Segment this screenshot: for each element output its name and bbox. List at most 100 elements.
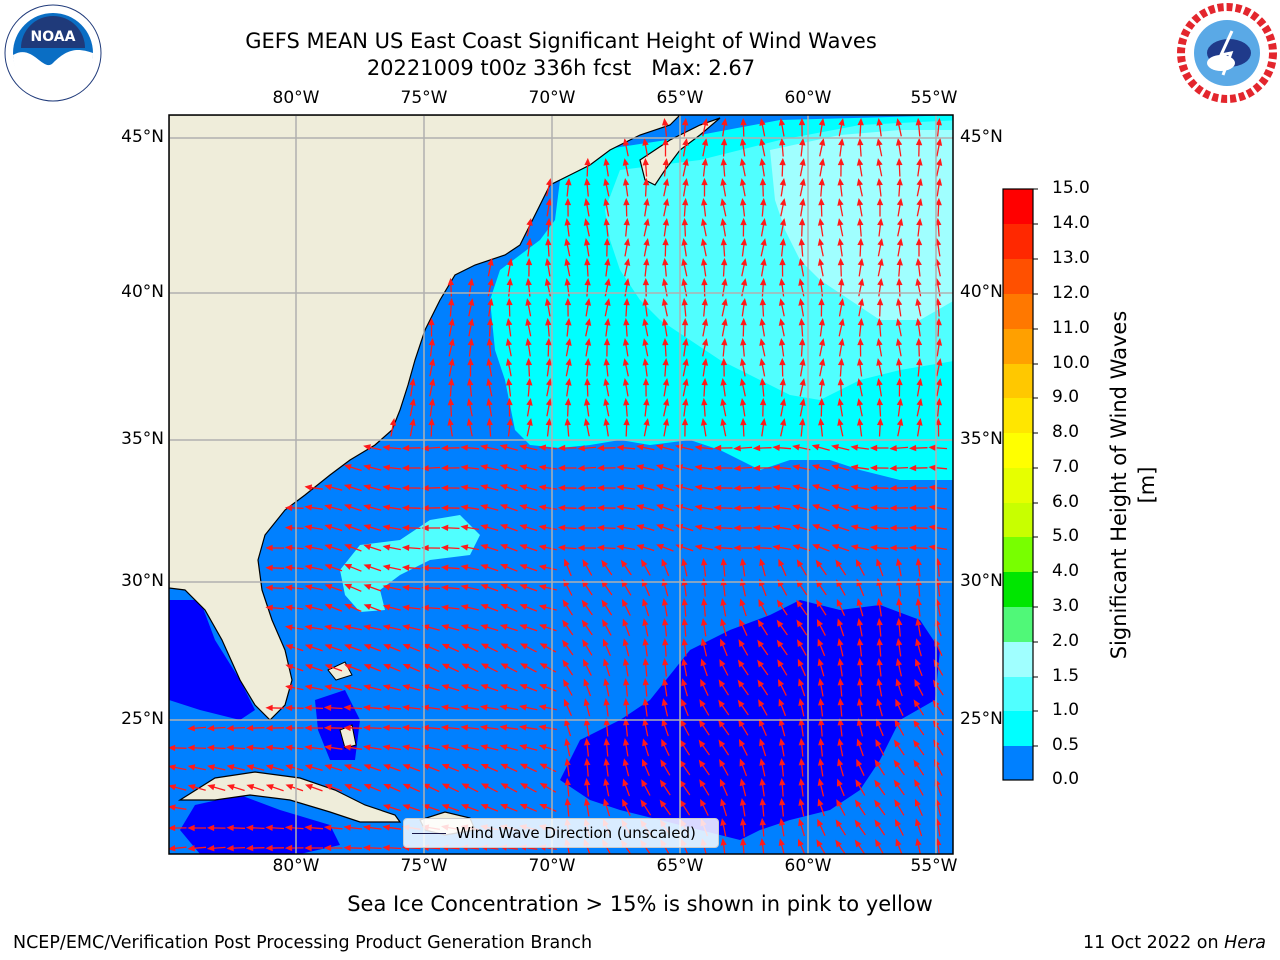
wave-direction-arrow [603, 157, 610, 177]
wave-direction-arrow [564, 558, 572, 577]
wave-direction-arrow [915, 258, 922, 277]
wave-direction-arrow [441, 624, 460, 631]
colorbar-bin [1003, 537, 1033, 573]
colorbar-bin [1003, 607, 1033, 643]
wave-direction-arrow [448, 318, 455, 337]
wave-direction-arrow [401, 584, 421, 591]
wave-direction-arrow [817, 778, 825, 797]
colorbar-tick-label: 0.5 [1052, 735, 1080, 755]
wave-direction-arrow [643, 237, 650, 257]
wave-direction-arrow [480, 643, 498, 653]
wave-direction-arrow [324, 604, 343, 612]
wave-direction-arrow [835, 819, 847, 836]
wave-direction-arrow [401, 444, 421, 452]
wave-direction-arrow [713, 544, 733, 551]
wave-direction-arrow [441, 684, 460, 692]
wave-direction-arrow [526, 398, 533, 417]
wave-direction-arrow [779, 377, 786, 397]
wave-direction-arrow [857, 317, 865, 337]
wave-direction-arrow [659, 779, 671, 796]
wave-direction-arrow [584, 337, 592, 357]
wave-direction-arrow [895, 678, 903, 697]
wave-direction-arrow [759, 778, 766, 797]
wave-direction-arrow [935, 557, 942, 577]
wave-direction-arrow [486, 398, 493, 417]
wave-direction-arrow [402, 663, 421, 672]
wave-direction-arrow [760, 217, 767, 237]
wave-direction-arrow [739, 138, 747, 157]
wave-direction-arrow [564, 238, 571, 257]
lat-tick-right: 35°N [960, 429, 1003, 449]
wave-direction-arrow [304, 484, 323, 491]
wave-direction-arrow [737, 679, 749, 696]
wave-direction-arrow [583, 777, 591, 797]
wave-direction-arrow [896, 157, 903, 177]
wave-direction-arrow [681, 297, 688, 317]
wave-direction-arrow [460, 704, 479, 711]
wave-direction-arrow [837, 658, 844, 677]
wave-direction-arrow [557, 484, 577, 492]
wave-direction-arrow [655, 504, 674, 512]
wave-direction-arrow [739, 758, 748, 777]
wave-direction-arrow [908, 544, 928, 552]
wave-direction-arrow [583, 737, 591, 757]
wave-direction-arrow [506, 397, 513, 417]
wave-direction-arrow [304, 684, 323, 691]
wave-direction-arrow [856, 158, 864, 177]
wave-direction-arrow [739, 778, 747, 797]
wave-direction-arrow [799, 417, 806, 437]
wave-direction-arrow [421, 584, 441, 592]
wave-direction-arrow [875, 739, 885, 756]
wave-direction-arrow [857, 137, 864, 157]
wave-direction-arrow [661, 677, 669, 697]
wave-direction-arrow [265, 824, 285, 832]
wave-direction-arrow [519, 604, 538, 612]
wave-direction-arrow [284, 524, 304, 532]
lon-tick-top: 70°W [528, 88, 576, 108]
colorbar [1003, 188, 1038, 781]
wave-direction-arrow [701, 177, 708, 197]
colorbar-bin [1003, 224, 1033, 260]
wave-direction-arrow [402, 783, 421, 793]
wave-direction-arrow [876, 138, 883, 157]
wave-direction-arrow [603, 398, 610, 417]
wave-direction-arrow [601, 559, 613, 576]
wave-direction-arrow [776, 639, 788, 656]
wave-direction-arrow [447, 397, 455, 417]
wave-direction-arrow [499, 684, 518, 692]
wave-direction-arrow [616, 544, 636, 551]
wave-direction-arrow [402, 763, 421, 772]
wave-direction-arrow [622, 138, 630, 157]
wave-direction-arrow [778, 318, 786, 337]
wave-direction-arrow [460, 444, 480, 451]
wave-direction-arrow [935, 358, 943, 377]
wave-direction-arrow [402, 704, 421, 711]
wave-direction-arrow [895, 137, 903, 157]
wave-direction-arrow [837, 198, 844, 217]
wave-direction-arrow [285, 664, 304, 672]
wave-direction-arrow [564, 258, 571, 277]
wave-direction-arrow [759, 158, 766, 177]
colorbar-tick-label: 12.0 [1052, 283, 1090, 303]
wave-direction-arrow [662, 198, 670, 217]
wave-direction-arrow [226, 724, 246, 732]
wave-direction-arrow [856, 357, 864, 377]
footer-machine: Hera [1224, 933, 1266, 953]
wave-direction-arrow [915, 598, 922, 617]
colorbar-tick-label: 8.0 [1052, 422, 1080, 442]
wave-direction-arrow [854, 839, 866, 854]
wave-direction-arrow [603, 717, 610, 737]
wave-direction-arrow [908, 504, 928, 512]
colorbar-tick-label: 2.0 [1052, 631, 1080, 651]
wave-direction-arrow [857, 298, 865, 317]
wave-direction-arrow [759, 317, 766, 337]
wave-direction-arrow [889, 544, 909, 552]
wave-direction-arrow [721, 317, 728, 337]
wave-direction-arrow [876, 558, 884, 577]
wave-direction-arrow [719, 778, 728, 797]
wave-direction-arrow [538, 464, 557, 471]
wave-direction-arrow [466, 418, 474, 437]
wave-direction-arrow [402, 804, 421, 812]
wave-direction-arrow [584, 318, 592, 337]
wave-direction-arrow [538, 484, 557, 491]
